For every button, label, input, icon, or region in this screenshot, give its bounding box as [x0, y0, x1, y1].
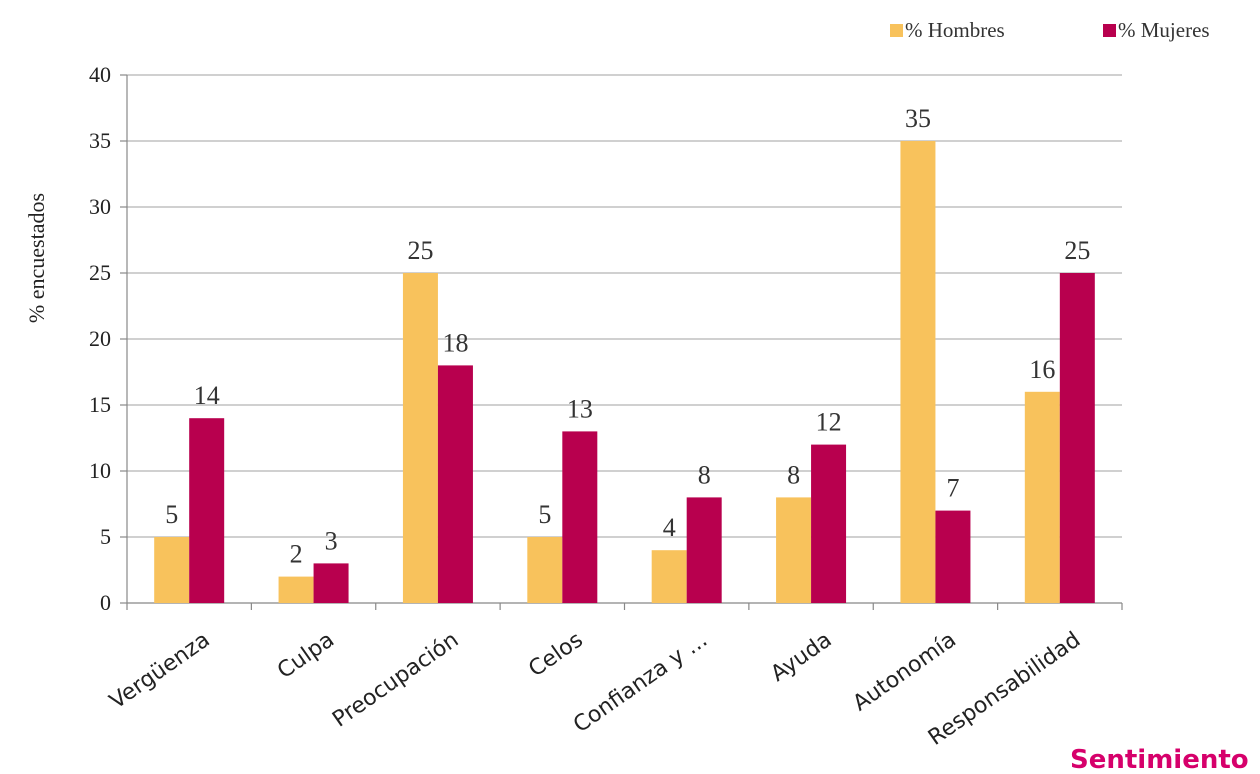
y-tick-label: 5 [100, 524, 111, 549]
y-tick-label: 10 [89, 458, 111, 483]
x-tick-label: Confianza y ... [569, 627, 712, 738]
bar-mujeres [811, 444, 847, 603]
legend: % Hombres % Mujeres [890, 18, 1210, 42]
legend-label: % Mujeres [1118, 18, 1210, 42]
bar-hombres [154, 537, 190, 603]
data-label: 12 [816, 408, 842, 437]
bar-hombres [900, 141, 936, 603]
y-tick-label: 15 [89, 392, 111, 417]
y-tick-label: 0 [100, 590, 111, 615]
legend-label: % Hombres [905, 18, 1005, 42]
data-label: 16 [1029, 355, 1055, 384]
data-label: 18 [442, 328, 468, 357]
x-tick-label: Autonomía [849, 627, 961, 716]
y-axis-label: % encuestados [24, 193, 49, 323]
bar-hombres [1024, 391, 1060, 603]
data-label: 25 [1064, 236, 1090, 265]
x-tick-label: Celos [524, 627, 587, 682]
y-tick-label: 40 [89, 62, 111, 87]
data-label: 8 [787, 460, 800, 489]
bar-hombres [776, 497, 812, 603]
x-tick-label: Ayuda [766, 627, 836, 686]
data-label: 5 [165, 500, 178, 529]
data-label: 8 [698, 460, 711, 489]
gridlines [127, 74, 1122, 538]
y-tick-label: 25 [89, 260, 111, 285]
data-label: 4 [663, 513, 676, 542]
x-tick-label: Culpa [273, 627, 339, 684]
bar-mujeres [313, 563, 349, 603]
y-tick-label: 20 [89, 326, 111, 351]
bar-mujeres [935, 510, 971, 603]
axes [120, 74, 1123, 610]
bar-mujeres [562, 431, 598, 603]
bar-hombres [402, 273, 438, 603]
y-tick-label: 35 [89, 128, 111, 153]
data-label: 5 [538, 500, 551, 529]
bar-mujeres [1059, 273, 1095, 603]
bar-hombres [278, 576, 314, 603]
data-label: 13 [567, 394, 593, 423]
bar-mujeres [189, 418, 225, 603]
data-label: 25 [407, 236, 433, 265]
bar-hombres [527, 537, 563, 603]
legend-swatch [1103, 24, 1116, 37]
data-label: 35 [905, 104, 931, 133]
bar-mujeres [437, 365, 473, 603]
data-label: 14 [194, 381, 220, 410]
data-label: 7 [946, 474, 959, 503]
x-tick-label: Vergüenza [105, 627, 214, 714]
y-tick-label: 30 [89, 194, 111, 219]
footer-title: Sentimiento [1070, 745, 1249, 774]
x-tick-label: Preocupación [328, 627, 463, 732]
data-label: 2 [290, 540, 303, 569]
bars [154, 141, 1095, 603]
bar-mujeres [686, 497, 722, 603]
data-label: 3 [325, 526, 338, 555]
legend-swatch [890, 24, 903, 37]
bar-hombres [651, 550, 687, 603]
